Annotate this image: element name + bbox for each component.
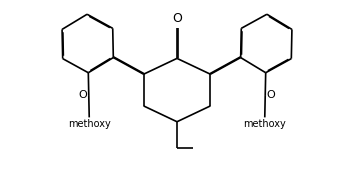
Text: O: O [172,12,182,25]
Text: O: O [267,90,275,100]
Text: O: O [79,90,87,100]
Text: methoxy: methoxy [244,119,286,130]
Text: methoxy: methoxy [68,119,110,130]
